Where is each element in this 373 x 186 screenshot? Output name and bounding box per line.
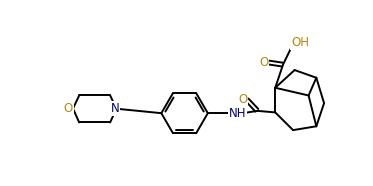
Text: O: O bbox=[64, 102, 73, 115]
Text: OH: OH bbox=[291, 36, 309, 49]
Text: O: O bbox=[238, 93, 247, 106]
Text: O: O bbox=[259, 56, 268, 69]
Text: N: N bbox=[110, 102, 119, 115]
Text: NH: NH bbox=[229, 107, 246, 120]
